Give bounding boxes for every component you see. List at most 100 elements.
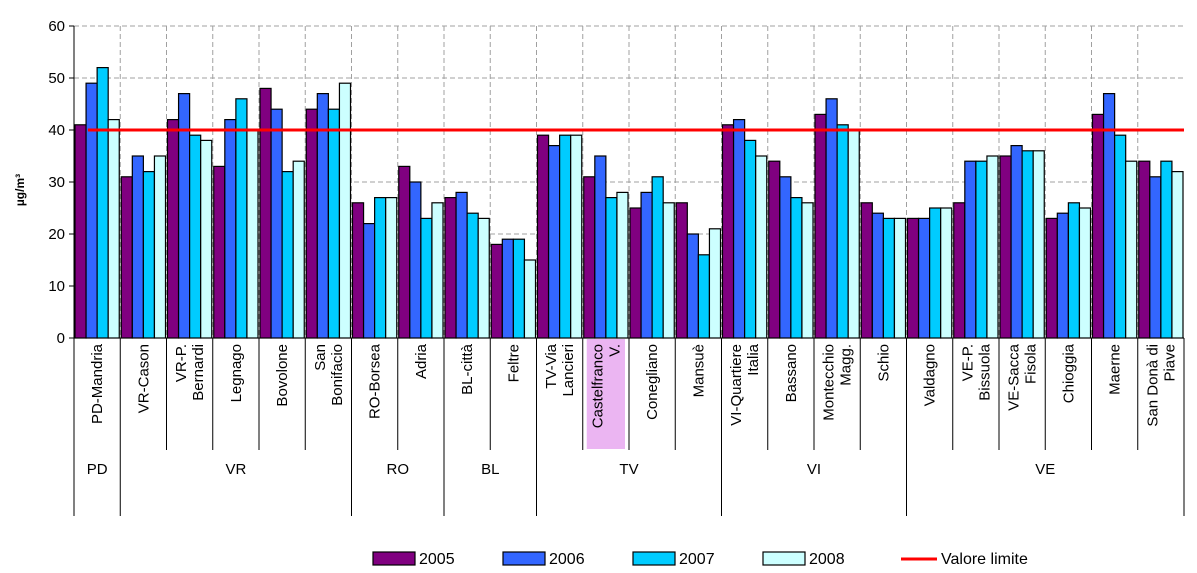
bar [605, 197, 618, 339]
y-tick-label: 10 [48, 278, 65, 295]
bar [338, 82, 352, 339]
y-tick-label: 0 [57, 330, 65, 347]
bar [490, 243, 503, 339]
category-label: Bernardi [190, 344, 207, 401]
bar [1045, 217, 1058, 339]
bar [975, 160, 988, 339]
bar [281, 171, 294, 339]
group-labels: PD VR RO BL TV VI VE [73, 450, 1185, 516]
bar [96, 66, 109, 339]
bars [74, 66, 1184, 339]
category-label: Maerne [1107, 344, 1124, 395]
bar [940, 207, 953, 339]
group-label: VE [1035, 461, 1055, 478]
group-label: TV [619, 461, 638, 478]
bar [85, 82, 98, 339]
category-label: TV-Via [543, 343, 560, 388]
y-tick-label: 50 [48, 70, 65, 87]
bar [871, 212, 884, 339]
category-label: Bassano [783, 344, 800, 402]
legend-label: 2005 [419, 551, 455, 568]
bar [1067, 202, 1081, 339]
bar [616, 191, 629, 339]
y-tick-label: 30 [48, 174, 65, 191]
group-label: VI [807, 461, 821, 478]
bar [1160, 160, 1173, 339]
category-label: VR-Cason [135, 344, 152, 413]
legend-label: 2006 [549, 551, 585, 568]
y-tick-label: 40 [48, 122, 65, 139]
bar [246, 129, 259, 339]
bar [536, 134, 550, 339]
bar [1021, 150, 1034, 339]
bar [270, 108, 283, 339]
category-label: Italia [745, 343, 762, 375]
bar [847, 129, 860, 339]
bar [362, 223, 376, 339]
category-highlight [586, 339, 625, 449]
bar [1091, 113, 1105, 339]
bar [131, 155, 144, 339]
category-label: VI-Quartiere [728, 344, 745, 426]
bar [836, 124, 849, 339]
bar [1032, 150, 1045, 339]
category-label: San [312, 344, 329, 371]
category-label: Bonifacio [329, 344, 346, 406]
category-label: Schio [875, 344, 892, 382]
bar [292, 160, 305, 339]
bar [351, 202, 365, 339]
bar [697, 254, 711, 339]
bar [200, 139, 213, 339]
bar [142, 171, 156, 339]
bar [1171, 171, 1184, 339]
bar [929, 207, 942, 339]
category-label: Magg. [838, 344, 855, 386]
bar [755, 155, 768, 339]
category-label: Lancieri [560, 344, 577, 397]
bar [651, 176, 664, 339]
bar [953, 202, 966, 339]
bar [385, 197, 398, 339]
bar [477, 217, 490, 339]
category-label: VE-P. [959, 344, 976, 381]
bar [662, 202, 675, 339]
bar [1056, 212, 1069, 339]
bar [166, 118, 180, 339]
category-label: Montecchio [821, 344, 838, 421]
bar [721, 124, 735, 339]
bar [1114, 134, 1127, 339]
bar [327, 108, 341, 339]
bar [235, 98, 248, 339]
legend-label: Valore limite [941, 551, 1028, 568]
bar [801, 202, 814, 339]
legend-label: 2008 [809, 551, 845, 568]
legend-label: 2007 [679, 551, 715, 568]
bar [120, 176, 133, 339]
legend-swatch [632, 551, 676, 566]
category-label: Mansuè [690, 344, 707, 397]
bar [686, 233, 699, 339]
bar [1010, 145, 1023, 339]
group-label: BL [481, 461, 499, 478]
legend-swatch [762, 551, 806, 566]
bar [675, 202, 688, 339]
bar [594, 155, 607, 339]
category-label: Adria [413, 343, 430, 379]
category-label: VE-Sacca [1006, 343, 1023, 410]
bar [523, 259, 537, 339]
bar [259, 87, 272, 339]
category-label: Castelfranco [589, 344, 606, 428]
bar [398, 165, 411, 339]
bar [732, 118, 746, 339]
category-label: Bissuola [976, 343, 993, 400]
category-label: V. [606, 344, 623, 357]
bar [906, 217, 920, 339]
category-label: RO-Borsea [367, 343, 384, 419]
bar [431, 202, 444, 339]
y-tick-label: 20 [48, 226, 65, 243]
bar [964, 160, 977, 339]
bar [768, 160, 781, 339]
bar [640, 191, 653, 339]
bar [213, 165, 226, 339]
bar [559, 134, 572, 339]
